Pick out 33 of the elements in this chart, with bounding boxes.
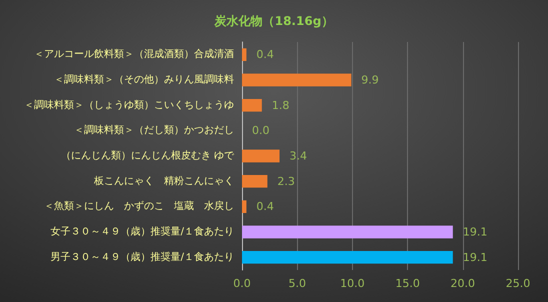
bar (242, 99, 262, 112)
y-tick-label: ＜調味料類＞（その他）みりん風調味料 (54, 74, 234, 86)
data-label: 3.4 (290, 150, 308, 162)
bar (242, 150, 280, 162)
x-tick-label: 5.0 (288, 277, 306, 290)
bar (242, 48, 246, 61)
x-tick-label: 0.0 (233, 277, 251, 290)
data-label: 0.4 (256, 200, 274, 214)
bar (242, 226, 453, 238)
chart-title: 炭水化物（18.16g） (214, 14, 334, 28)
y-tick-label: ＜調味料類＞（しょうゆ類）こいくちしょうゆ (24, 98, 234, 111)
y-tick-label: ＜アルコール飲料類＞（混成酒類）合成清酒 (34, 48, 234, 60)
x-tick-label: 25.0 (506, 277, 530, 290)
y-tick-label: 男子３０～４９（歳）推奨量/１食あたり (50, 250, 234, 263)
bar (242, 200, 246, 213)
y-tick-label: 板こんにゃく 精粉こんにゃく (93, 174, 234, 187)
data-label: 0.0 (252, 124, 270, 138)
y-tick-label: ＜調味料類＞（だし類）かつおだし (74, 124, 234, 136)
data-label: 19.1 (462, 226, 488, 238)
x-tick-label: 20.0 (450, 277, 476, 290)
x-tick-label: 10.0 (340, 277, 365, 290)
data-label: 2.3 (277, 174, 295, 188)
data-label: 9.9 (361, 74, 379, 86)
y-tick-label: ＜魚類＞にしん かずのこ 塩蔵 水戻し (44, 200, 234, 212)
data-label: 0.4 (256, 48, 274, 62)
y-tick-label: 女子３０～４９（歳）推奨量/１食あたり (50, 226, 234, 238)
x-tick-label: 15.0 (395, 277, 420, 290)
data-label: 19.1 (462, 250, 488, 264)
data-label: 1.8 (272, 98, 290, 112)
y-tick-label: （にんじん類）にんじん根皮むき ゆで (60, 150, 235, 162)
bar (242, 251, 453, 264)
bar (242, 74, 352, 86)
bar (242, 175, 268, 188)
